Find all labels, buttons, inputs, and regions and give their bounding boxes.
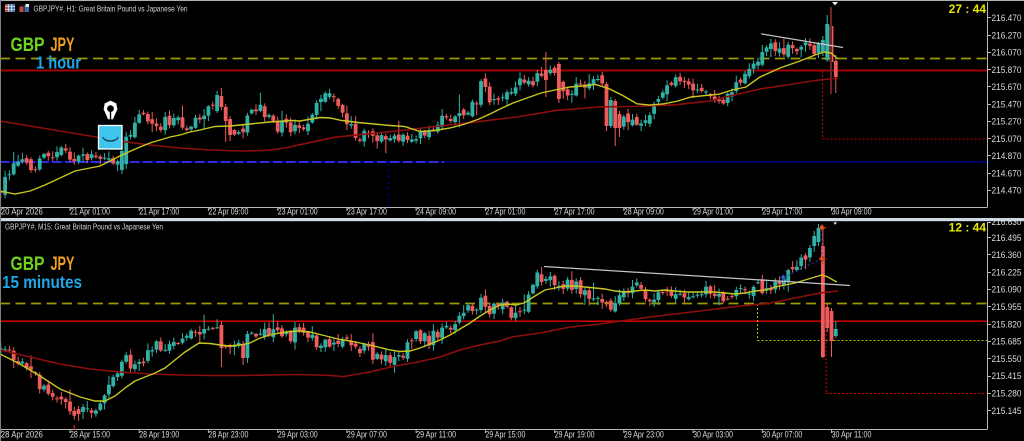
svg-text:23 Apr 17:00: 23 Apr 17:00 [347,207,387,217]
svg-text:215.470: 215.470 [992,99,1022,109]
svg-text:JPY: JPY [51,35,75,56]
svg-text:29 Apr 17:00: 29 Apr 17:00 [762,207,802,217]
svg-text:30 Apr 03:00: 30 Apr 03:00 [693,430,733,440]
svg-text:29 Apr 03:00: 29 Apr 03:00 [278,430,318,440]
svg-text:27 Apr 01:00: 27 Apr 01:00 [485,207,525,217]
svg-text:24 Apr 09:00: 24 Apr 09:00 [416,207,456,217]
svg-text:27 Apr 17:00: 27 Apr 17:00 [555,207,595,217]
svg-text:214.670: 214.670 [992,168,1022,178]
svg-text:GBP: GBP [11,35,45,56]
svg-text:215.070: 215.070 [992,134,1022,144]
svg-text:215.550: 215.550 [992,354,1022,364]
svg-text:30 Apr 11:00: 30 Apr 11:00 [832,430,872,440]
svg-text:216.470: 216.470 [992,13,1022,23]
svg-text:22 Apr 09:00: 22 Apr 09:00 [208,207,248,217]
svg-text:215.820: 215.820 [992,319,1022,329]
svg-text:215.670: 215.670 [992,82,1022,92]
svg-text:21 Apr 17:00: 21 Apr 17:00 [139,207,179,217]
svg-text:1 hour: 1 hour [36,53,81,73]
svg-text:28 Apr 19:00: 28 Apr 19:00 [139,430,179,440]
svg-text:27 : 44: 27 : 44 [949,2,987,16]
svg-text:216.360: 216.360 [992,250,1022,260]
svg-text:21 Apr 01:00: 21 Apr 01:00 [70,207,110,217]
svg-text:29 Apr 19:00: 29 Apr 19:00 [555,430,595,440]
svg-text:28 Apr 2026: 28 Apr 2026 [1,430,43,440]
svg-text:216.070: 216.070 [992,48,1022,58]
svg-text:215.955: 215.955 [992,302,1022,312]
svg-text:215.415: 215.415 [992,371,1022,381]
svg-text:216.630: 216.630 [992,217,1022,227]
svg-text:215.145: 215.145 [992,406,1022,416]
svg-text:23 Apr 01:00: 23 Apr 01:00 [278,207,318,217]
svg-text:15 minutes: 15 minutes [2,272,82,292]
svg-text:29 Apr 01:00: 29 Apr 01:00 [693,207,733,217]
svg-text:29 Apr 07:00: 29 Apr 07:00 [347,430,387,440]
svg-text:GBPJPY#, H1: Great Britain Po: GBPJPY#, H1: Great Britain Pound vs Japa… [34,4,188,14]
svg-text:216.225: 216.225 [992,267,1022,277]
svg-text:12 : 44: 12 : 44 [949,221,987,235]
svg-text:29 Apr 15:00: 29 Apr 15:00 [485,430,525,440]
svg-text:214.870: 214.870 [992,151,1022,161]
svg-text:216.270: 216.270 [992,30,1022,40]
svg-text:GBPJPY#, M15: Great Britain P: GBPJPY#, M15: Great Britain Pound vs Jap… [5,222,163,232]
svg-text:29 Apr 23:00: 29 Apr 23:00 [624,430,664,440]
svg-text:29 Apr 11:00: 29 Apr 11:00 [416,430,456,440]
svg-text:JPY: JPY [51,254,75,275]
svg-text:215.270: 215.270 [992,117,1022,127]
svg-text:28 Apr 09:00: 28 Apr 09:00 [624,207,664,217]
svg-text:28 Apr 23:00: 28 Apr 23:00 [208,430,248,440]
svg-text:30 Apr 09:00: 30 Apr 09:00 [832,207,872,217]
svg-text:215.685: 215.685 [992,337,1022,347]
svg-text:GBP: GBP [11,254,45,275]
svg-text:28 Apr 15:00: 28 Apr 15:00 [70,430,110,440]
svg-text:215.280: 215.280 [992,389,1022,399]
svg-text:30 Apr 07:00: 30 Apr 07:00 [762,430,802,440]
svg-text:214.470: 214.470 [992,186,1022,196]
svg-text:20 Apr 2026: 20 Apr 2026 [1,207,43,217]
svg-text:215.870: 215.870 [992,65,1022,75]
svg-text:216.090: 216.090 [992,285,1022,295]
svg-text:216.495: 216.495 [992,233,1022,243]
